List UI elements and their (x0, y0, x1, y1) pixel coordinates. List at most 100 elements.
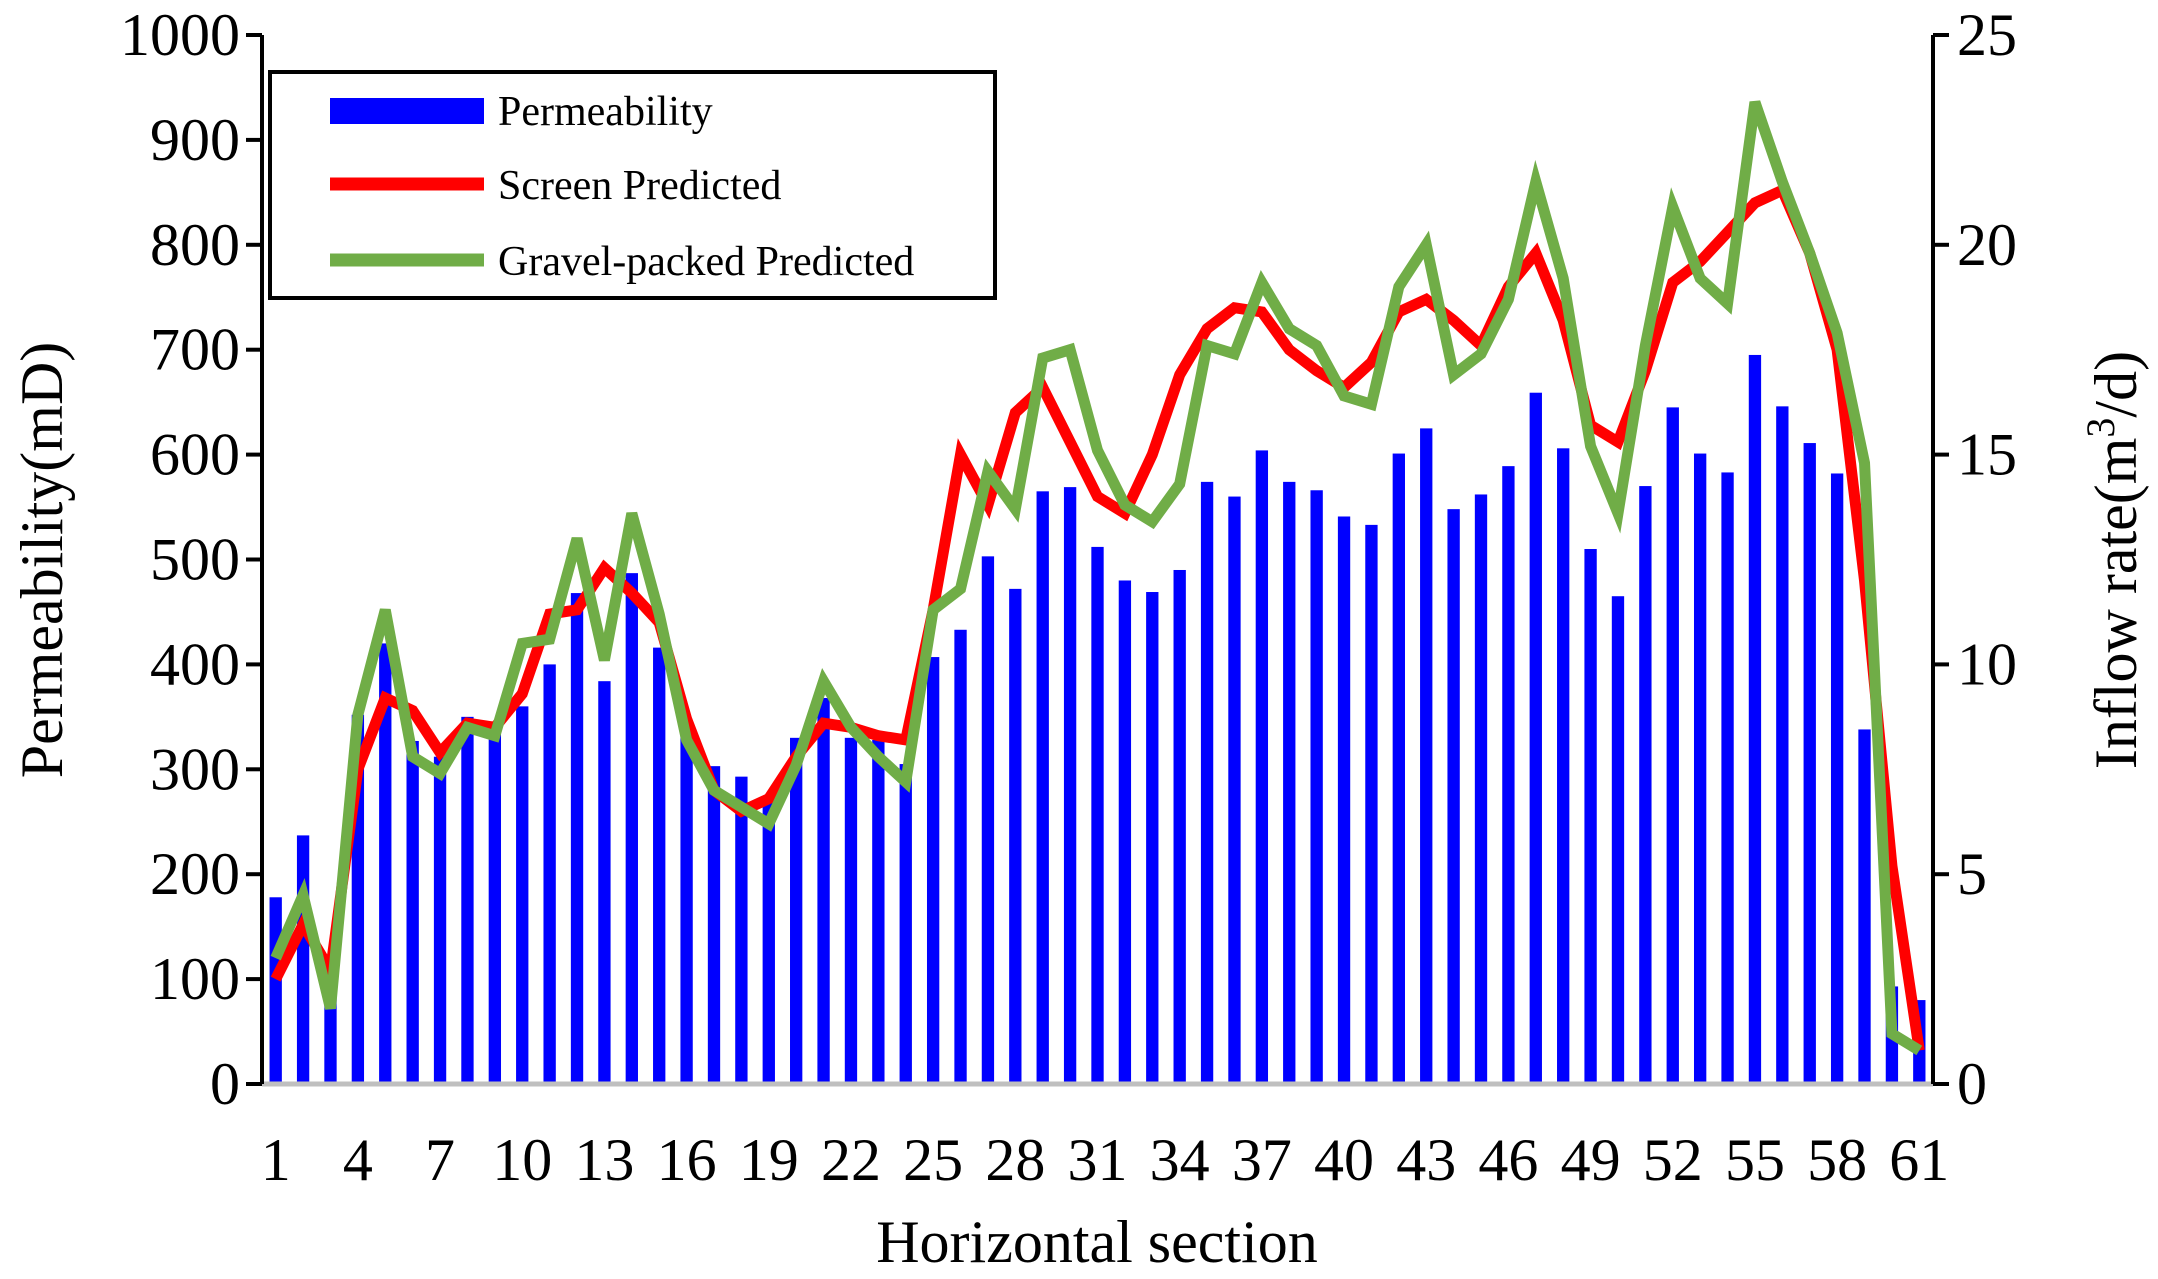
left-y-tick-label: 500 (150, 527, 240, 593)
x-tick-label: 55 (1725, 1127, 1785, 1193)
left-y-tick-label: 0 (210, 1051, 240, 1117)
legend-label-gravel-packed-predicted: Gravel-packed Predicted (498, 239, 914, 285)
permeability-bar-14 (625, 573, 638, 1084)
permeability-bar-50 (1611, 596, 1625, 1084)
x-tick-label: 31 (1068, 1127, 1128, 1193)
left-y-tick-label: 600 (150, 422, 240, 488)
x-tick-label: 34 (1150, 1127, 1210, 1193)
x-tick-label: 46 (1478, 1127, 1538, 1193)
left-y-tick-label: 100 (150, 946, 240, 1012)
x-tick-label: 22 (821, 1127, 881, 1193)
permeability-bar-49 (1584, 549, 1597, 1084)
permeability-bar-33 (1146, 592, 1159, 1084)
left-y-tick-label: 1000 (120, 2, 240, 68)
bar-series-permeability (269, 354, 1926, 1085)
permeability-bar-22 (844, 737, 858, 1084)
permeability-bar-25 (926, 657, 940, 1084)
x-tick-label: 4 (343, 1127, 373, 1193)
legend-label-permeability: Permeability (498, 89, 713, 135)
x-tick-label: 49 (1561, 1127, 1621, 1193)
permeability-bar-9 (488, 727, 502, 1084)
x-tick-label: 10 (492, 1127, 552, 1193)
x-tick-label: 7 (425, 1127, 455, 1193)
left-y-tick-label: 900 (150, 107, 240, 173)
permeability-bar-8 (461, 716, 474, 1084)
permeability-bar-57 (1803, 443, 1816, 1084)
right-y-axis-title-pre: Inflow rate(m (2083, 438, 2149, 770)
permeability-bar-44 (1447, 509, 1460, 1084)
x-tick-label: 25 (903, 1127, 963, 1193)
permeability-bar-52 (1666, 407, 1679, 1084)
left-y-tick-label: 400 (150, 631, 240, 697)
left-y-tick-label: 200 (150, 841, 240, 907)
permeability-bar-46 (1502, 466, 1515, 1084)
permeability-bar-28 (1009, 588, 1022, 1084)
permeability-bar-20 (790, 737, 803, 1084)
permeability-bar-55 (1748, 354, 1762, 1084)
permeability-bar-47 (1529, 392, 1542, 1085)
permeability-bar-35 (1200, 481, 1214, 1084)
permeability-bar-1 (269, 897, 282, 1084)
line-series-group (270, 100, 1925, 1056)
right-y-tick-label: 5 (1957, 841, 1987, 907)
right-y-axis-title-sup: 3 (2078, 418, 2123, 438)
permeability-bar-41 (1365, 524, 1378, 1084)
right-y-tick-label: 25 (1957, 2, 2017, 68)
x-tick-label: 40 (1314, 1127, 1374, 1193)
legend: Permeability Screen Predicted Gravel-pac… (268, 70, 997, 300)
permeability-bar-30 (1063, 487, 1077, 1084)
right-y-tick-label: 0 (1957, 1051, 1987, 1117)
tick-group: 0 100 200 300 400 500 600 700 800 900 1000 0 5 10 15 20… (120, 2, 2017, 1193)
x-tick-label: 16 (657, 1127, 717, 1193)
permeability-bar-48 (1557, 448, 1570, 1084)
right-y-axis-title-post: /d) (2083, 351, 2149, 418)
permeability-bar-19 (762, 795, 775, 1084)
permeability-bar-42 (1392, 453, 1405, 1084)
permeability-bar-11 (543, 664, 556, 1084)
permeability-bar-37 (1255, 450, 1269, 1084)
permeability-bar-17 (707, 766, 721, 1084)
permeability-bar-27 (981, 556, 995, 1084)
permeability-bar-15 (653, 647, 666, 1084)
permeability-bar-36 (1228, 496, 1241, 1084)
permeability-bar-51 (1639, 486, 1652, 1084)
permeability-bar-38 (1283, 481, 1296, 1084)
permeability-bar-18 (735, 776, 748, 1084)
permeability-bar-34 (1173, 569, 1186, 1084)
permeability-bar-12 (570, 593, 584, 1084)
right-y-axis-title: Inflow rate(m3/d) (2078, 351, 2149, 769)
permeability-bar-40 (1337, 516, 1351, 1084)
permeability-bar-58 (1830, 473, 1844, 1085)
x-tick-label: 28 (985, 1127, 1045, 1193)
permeability-bar-43 (1420, 428, 1433, 1085)
permeability-bar-54 (1721, 472, 1734, 1084)
permeability-bar-6 (406, 740, 419, 1084)
permeability-bar-31 (1091, 546, 1104, 1084)
left-y-tick-label: 800 (150, 212, 240, 278)
x-tick-label: 52 (1643, 1127, 1703, 1193)
x-tick-label: 58 (1807, 1127, 1867, 1193)
x-axis-title: Horizontal section (876, 1209, 1318, 1275)
legend-label-screen-predicted: Screen Predicted (498, 163, 781, 209)
right-y-tick-label: 10 (1957, 631, 2017, 697)
permeability-bar-59 (1858, 729, 1871, 1084)
permeability-bar-23 (872, 739, 885, 1084)
legend-swatch-permeability (330, 98, 484, 124)
x-tick-label: 1 (261, 1127, 291, 1193)
line-gravel-packed-predicted (270, 100, 1923, 1056)
permeability-bar-24 (899, 764, 912, 1084)
permeability-bar-7 (433, 756, 447, 1084)
x-tick-label: 19 (739, 1127, 799, 1193)
permeability-bar-5 (379, 643, 392, 1084)
permeability-bar-29 (1036, 491, 1049, 1084)
right-y-tick-label: 15 (1957, 422, 2017, 488)
left-y-tick-label: 700 (150, 317, 240, 383)
x-tick-label: 13 (574, 1127, 634, 1193)
permeability-bar-56 (1776, 406, 1789, 1085)
permeability-bar-53 (1693, 453, 1707, 1084)
permeability-bar-32 (1118, 580, 1132, 1084)
left-y-tick-label: 300 (150, 736, 240, 802)
permeability-bar-10 (516, 706, 529, 1084)
x-tick-label: 37 (1232, 1127, 1292, 1193)
permeability-bar-26 (954, 629, 967, 1084)
